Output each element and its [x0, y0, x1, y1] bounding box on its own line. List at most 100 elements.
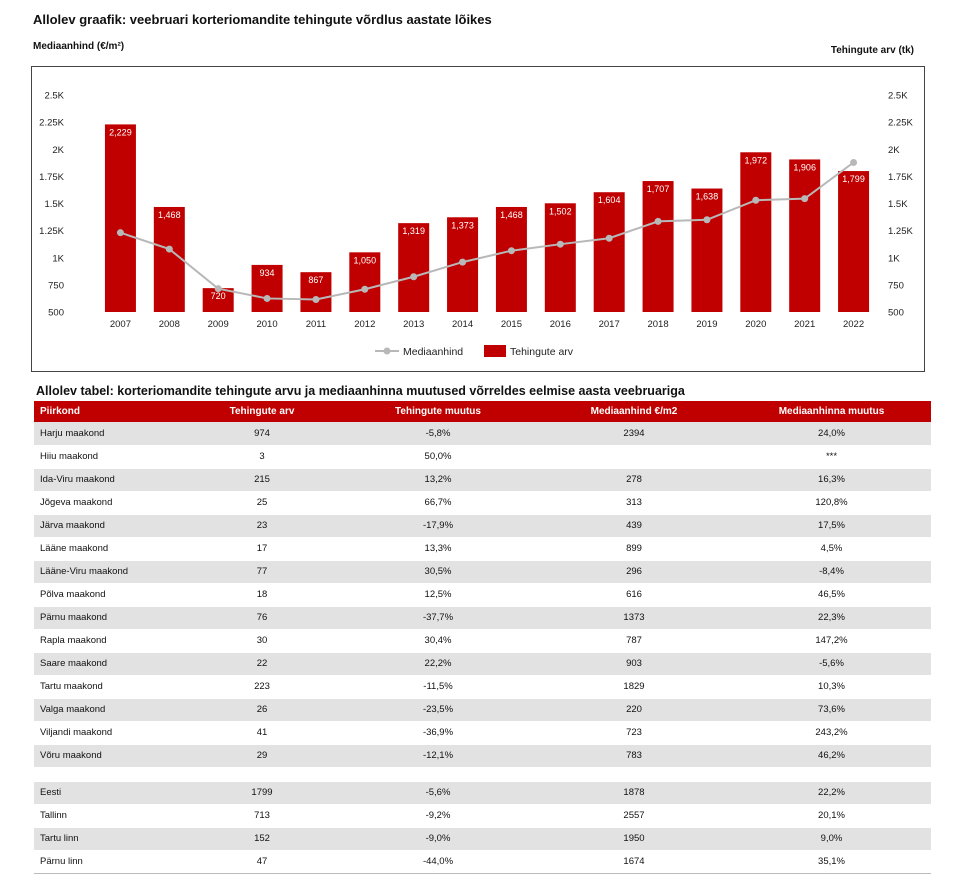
cell-mediaanhind: 1373: [536, 606, 732, 630]
cell-mediaanhinna-muutus: 35,1%: [732, 850, 931, 874]
table-row: Jõgeva maakond 25 66,7% 313 120,8%: [34, 491, 931, 515]
cell-tehingute-arv: 713: [184, 804, 340, 828]
table-row: Tallinn 713 -9,2% 2557 20,1%: [34, 804, 931, 828]
cell-tehingute-arv: 30: [184, 629, 340, 653]
bar-data-label: 1,319: [402, 226, 425, 236]
cell-mediaanhind: 899: [536, 537, 732, 561]
cell-mediaanhinna-muutus: ***: [732, 445, 931, 469]
cell-tehingute-arv: 223: [184, 675, 340, 699]
bar-data-label: 1,050: [354, 255, 377, 265]
y-tick-label-left: 1.75K: [39, 172, 64, 183]
table-row: Järva maakond 23 -17,9% 439 17,5%: [34, 514, 931, 538]
cell-piirkond: Jõgeva maakond: [34, 491, 184, 515]
bar-tehingute-arv: [398, 223, 430, 312]
y-tick-label-right: 500: [888, 308, 904, 319]
table-row: Lääne-Viru maakond 77 30,5% 296 -8,4%: [34, 560, 931, 584]
line-point-mediaanhind: [459, 258, 467, 266]
x-tick-label: 2010: [256, 319, 277, 330]
x-tick-label: 2015: [501, 319, 522, 330]
line-point-mediaanhind: [850, 158, 858, 166]
cell-mediaanhinna-muutus: -8,4%: [732, 560, 931, 584]
cell-tehingute-arv: 152: [184, 827, 340, 851]
y-tick-label-left: 1K: [52, 253, 64, 264]
cell-mediaanhinna-muutus: 10,3%: [732, 675, 931, 699]
line-point-mediaanhind: [214, 285, 222, 293]
cell-tehingute-arv: 23: [184, 514, 340, 538]
bar-tehingute-arv: [740, 152, 772, 312]
cell-mediaanhind: 296: [536, 560, 732, 584]
cell-piirkond: Eesti: [34, 781, 184, 805]
cell-tehingute-muutus: -37,7%: [340, 606, 536, 630]
legend-label-tehingute-arv: Tehingute arv: [510, 346, 574, 358]
cell-mediaanhind: 2394: [536, 422, 732, 446]
cell-mediaanhind: 220: [536, 698, 732, 722]
cell-tehingute-arv: 25: [184, 491, 340, 515]
line-point-mediaanhind: [116, 229, 124, 237]
combo-chart: 500 500 750 750 1K 1K 1.25K 1.25K 1.5K 1.5K 1.75K 1…: [39, 91, 913, 359]
header-mediaanhind: Mediaanhind €/m2: [536, 401, 732, 422]
cell-tehingute-arv: 974: [184, 422, 340, 446]
header-piirkond: Piirkond: [34, 401, 184, 422]
table-row: Ida-Viru maakond 215 13,2% 278 16,3%: [34, 468, 931, 492]
cell-piirkond: Põlva maakond: [34, 583, 184, 607]
cell-mediaanhinna-muutus: 20,1%: [732, 804, 931, 828]
x-tick-label: 2011: [306, 319, 326, 330]
x-tick-label: 2018: [647, 319, 668, 330]
header-mediaanhinna-muutus: Mediaanhinna muutus: [732, 401, 931, 422]
table-row: Saare maakond 22 22,2% 903 -5,6%: [34, 652, 931, 676]
table-row: Harju maakond 974 -5,8% 2394 24,0%: [34, 422, 931, 446]
line-point-mediaanhind: [165, 245, 173, 253]
cell-tehingute-muutus: -9,2%: [340, 804, 536, 828]
bar-tehingute-arv: [153, 206, 185, 312]
cell-mediaanhind: 1878: [536, 781, 732, 805]
cell-tehingute-muutus: 50,0%: [340, 445, 536, 469]
cell-mediaanhind: 616: [536, 583, 732, 607]
line-point-mediaanhind: [605, 234, 613, 242]
header-tehingute-arv: Tehingute arv: [184, 401, 340, 422]
cell-tehingute-arv: 47: [184, 850, 340, 874]
cell-tehingute-arv: 18: [184, 583, 340, 607]
cell-tehingute-arv: 1799: [184, 781, 340, 805]
bar-tehingute-arv: [202, 288, 234, 312]
cell-mediaanhind: 783: [536, 744, 732, 768]
cell-tehingute-arv: 77: [184, 560, 340, 584]
table-row: Valga maakond 26 -23,5% 220 73,6%: [34, 698, 931, 722]
left-axis-title: Mediaanhind (€/m²): [33, 41, 125, 52]
bar-data-label: 2,229: [109, 127, 132, 137]
table-row: Pärnu linn 47 -44,0% 1674 35,1%: [34, 850, 931, 874]
x-tick-label: 2007: [110, 319, 131, 330]
y-tick-label-right: 2K: [888, 145, 900, 156]
y-tick-label-left: 1.5K: [44, 199, 64, 210]
y-tick-label-right: 1K: [888, 253, 900, 264]
cell-mediaanhinna-muutus: 73,6%: [732, 698, 931, 722]
cell-piirkond: Ida-Viru maakond: [34, 468, 184, 492]
cell-piirkond: Saare maakond: [34, 652, 184, 676]
table-row: Põlva maakond 18 12,5% 616 46,5%: [34, 583, 931, 607]
cell-tehingute-arv: 17: [184, 537, 340, 561]
line-point-mediaanhind: [654, 217, 662, 225]
cell-tehingute-muutus: -9,0%: [340, 827, 536, 851]
cell-mediaanhinna-muutus: 17,5%: [732, 514, 931, 538]
bar-data-label: 934: [260, 268, 275, 278]
table-row: Võru maakond 29 -12,1% 783 46,2%: [34, 744, 931, 768]
line-point-mediaanhind: [361, 285, 369, 293]
cell-tehingute-arv: 215: [184, 468, 340, 492]
bar-data-label: 1,906: [793, 162, 816, 172]
cell-mediaanhinna-muutus: 120,8%: [732, 491, 931, 515]
y-tick-label-left: 2.25K: [39, 118, 64, 129]
cell-mediaanhind: 903: [536, 652, 732, 676]
cell-tehingute-muutus: -17,9%: [340, 514, 536, 538]
x-tick-label: 2012: [354, 319, 375, 330]
cell-tehingute-muutus: 12,5%: [340, 583, 536, 607]
table-row: Pärnu maakond 76 -37,7% 1373 22,3%: [34, 606, 931, 630]
cell-mediaanhind: 1674: [536, 850, 732, 874]
x-tick-label: 2019: [696, 319, 717, 330]
x-tick-label: 2014: [452, 319, 473, 330]
bar-data-label: 1,502: [549, 206, 572, 216]
cell-mediaanhinna-muutus: -5,6%: [732, 652, 931, 676]
cell-mediaanhinna-muutus: 22,3%: [732, 606, 931, 630]
cell-tehingute-arv: 76: [184, 606, 340, 630]
chart-title: Allolev graafik: veebruari korteriomandi…: [33, 12, 492, 27]
bar-data-label: 867: [308, 275, 323, 285]
cell-mediaanhinna-muutus: 147,2%: [732, 629, 931, 653]
